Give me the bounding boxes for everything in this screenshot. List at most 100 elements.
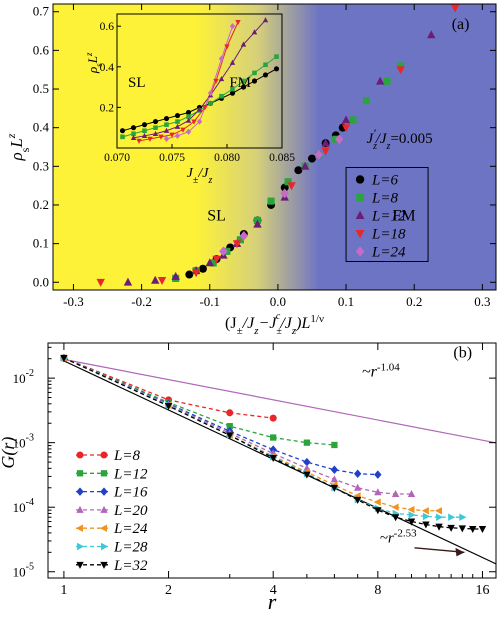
data-point <box>374 470 382 479</box>
legend-b-marker <box>76 487 84 496</box>
legend-b-marker <box>99 524 107 532</box>
data-point <box>459 513 467 521</box>
inset-data-point <box>219 93 224 99</box>
inset-data-point <box>169 132 175 138</box>
data-points-b <box>59 353 487 534</box>
inset-data-point <box>208 101 213 106</box>
inset-x-tick-label: 0.075 <box>159 152 185 164</box>
data-point <box>226 409 234 417</box>
inset-frame <box>116 13 283 149</box>
power-law-line <box>63 360 496 565</box>
inset-data-point <box>130 125 137 131</box>
series-line <box>63 357 483 530</box>
data-point <box>198 264 207 273</box>
data-point <box>353 496 362 504</box>
x-tick-label-b: 1 <box>60 583 67 598</box>
inset-data-point <box>175 119 180 124</box>
inset-data-point <box>174 123 181 129</box>
y-tick-label-b: 10-5 <box>13 562 34 580</box>
data-point <box>209 259 217 267</box>
inset-data-point <box>263 62 268 68</box>
inset-data-point <box>196 118 203 125</box>
legend-b-label: L=24 <box>113 521 148 537</box>
power-law-line <box>63 358 496 444</box>
data-point <box>450 4 460 13</box>
data-point <box>232 240 242 249</box>
panel-label-b: (b) <box>453 344 472 361</box>
y-tick-label-b: 10-2 <box>13 368 34 386</box>
y-axis-label-a: ρsLz <box>4 133 32 161</box>
inset-series-line <box>138 21 239 142</box>
panel-b-ticks: 1 2 4 8 16 10-5 10-4 10-3 10-2 <box>13 343 496 598</box>
inset-data-point <box>240 41 247 47</box>
data-point <box>383 77 391 85</box>
y-tick-label-a: 0.3 <box>33 158 49 173</box>
inset-data-point <box>274 54 279 59</box>
inset-data-point <box>147 136 153 142</box>
inset-data-point <box>251 78 258 84</box>
x-tick-label-a: -0.1 <box>199 294 220 309</box>
inset-data-points <box>119 17 280 144</box>
x-tick-label-a: 0.0 <box>270 294 286 309</box>
inset-data-point <box>240 84 247 90</box>
data-point <box>434 507 443 515</box>
series-lines-b <box>63 357 483 530</box>
inset-data-point <box>141 122 148 128</box>
x-tick-label-a: 0.2 <box>406 294 422 309</box>
data-point <box>191 269 201 278</box>
inset-data-point <box>251 29 258 35</box>
legend-marker <box>356 193 364 202</box>
inset-plot: 0.070 0.075 0.080 0.085 0.2 0.4 0.6 SL FM J±/J… <box>84 13 295 186</box>
y-tick-label-a: 0.7 <box>33 4 50 19</box>
data-point <box>171 271 180 280</box>
arrow-head <box>455 547 465 557</box>
data-point <box>407 518 416 526</box>
main-data-points <box>96 4 460 287</box>
inset-data-point <box>131 131 136 137</box>
inset-data-point <box>185 117 192 123</box>
data-point <box>280 183 289 192</box>
data-point <box>407 505 415 514</box>
inset-data-point <box>142 128 147 134</box>
inset-data-point <box>229 59 236 65</box>
data-point <box>397 62 405 70</box>
inset-y-tick-label: 0.2 <box>100 102 115 114</box>
inset-data-point <box>213 78 219 84</box>
inset-data-point <box>120 134 125 140</box>
legend-b-marker <box>76 505 84 513</box>
data-point <box>375 76 385 85</box>
data-point <box>321 138 330 147</box>
legend-marker <box>355 229 365 239</box>
legend-b-marker <box>100 505 108 513</box>
data-point <box>447 524 455 532</box>
data-point <box>321 147 330 156</box>
series-line <box>63 357 378 476</box>
inset-data-point <box>229 90 236 96</box>
data-point <box>362 97 371 105</box>
inset-data-point <box>152 119 159 125</box>
data-point <box>239 231 249 241</box>
inset-x-tick-label: 0.080 <box>214 152 240 164</box>
legend-marker <box>355 210 365 220</box>
panel-a-frame <box>52 3 497 291</box>
inset-data-point <box>136 138 142 144</box>
data-point <box>303 439 311 446</box>
inset-data-point <box>152 130 159 136</box>
inset-data-point <box>224 44 230 50</box>
inset-data-point <box>185 128 192 135</box>
data-point <box>294 166 303 175</box>
x-tick-label-b: 16 <box>475 583 489 598</box>
inset-data-point <box>218 55 225 62</box>
legend-b-label: L=32 <box>113 558 148 574</box>
inset-data-point <box>119 128 126 134</box>
x-tick-label-b: 8 <box>374 583 381 598</box>
inset-x-axis-label: J±/Jz <box>187 166 213 186</box>
data-point <box>421 507 429 515</box>
inset-data-point <box>185 109 192 116</box>
power-law-label-1: ~r-1.04 <box>362 362 400 381</box>
legend-b-marker <box>76 451 84 459</box>
inset-data-point <box>164 122 169 127</box>
data-point <box>478 526 487 534</box>
data-point <box>280 188 289 199</box>
